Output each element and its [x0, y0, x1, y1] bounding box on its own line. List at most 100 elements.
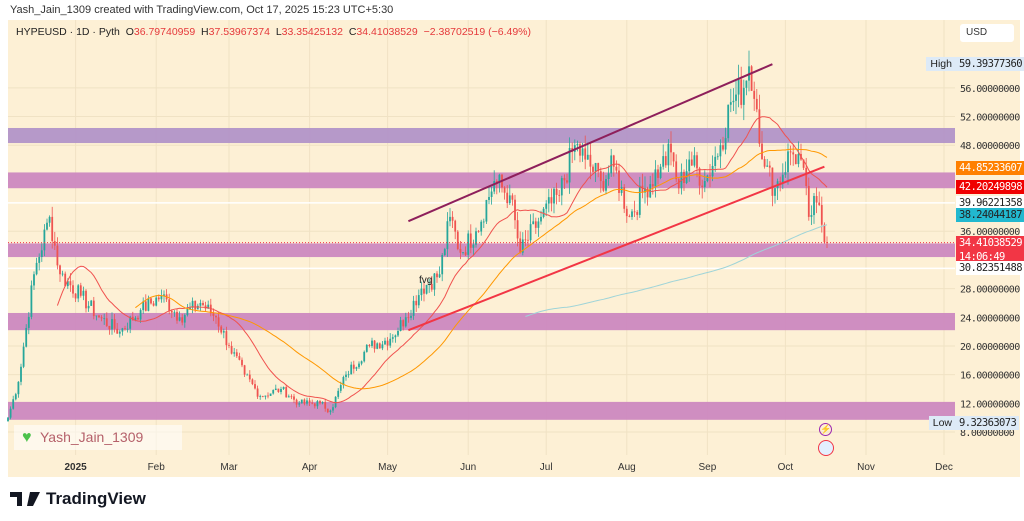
- candle-body: [670, 143, 672, 153]
- close-value: 34.41038529: [356, 26, 418, 38]
- candle-body: [620, 187, 623, 193]
- candle-body: [823, 224, 826, 243]
- candle-body: [337, 390, 340, 397]
- price-tag-label: High: [926, 56, 956, 71]
- candle-body: [688, 159, 691, 172]
- candle-body: [59, 265, 61, 275]
- candle-body: [625, 208, 628, 217]
- candle-body: [820, 205, 823, 225]
- high-label: H: [201, 26, 209, 38]
- candle-body: [79, 285, 82, 296]
- candle-body: [493, 181, 496, 192]
- candle-body: [381, 344, 384, 349]
- x-tick-label: Sep: [698, 462, 717, 473]
- support-resistance-zone: [8, 312, 955, 331]
- candle-body: [742, 87, 745, 105]
- candle-body: [451, 216, 454, 221]
- candle-body: [264, 395, 267, 397]
- candle-body: [402, 320, 405, 327]
- us-flag-event-icon[interactable]: [818, 440, 834, 456]
- candle-body: [506, 192, 509, 204]
- candle-body: [761, 143, 763, 160]
- candle-body: [602, 181, 605, 191]
- candle-body: [646, 188, 649, 198]
- candle-body: [293, 396, 295, 400]
- candle-body: [347, 374, 350, 376]
- candle-body: [350, 364, 353, 375]
- candle-body: [345, 374, 347, 377]
- candle-body: [709, 175, 711, 177]
- candle-body: [735, 94, 737, 101]
- candle-body: [46, 222, 48, 230]
- candle-body: [235, 352, 238, 357]
- candle-body: [459, 248, 462, 253]
- lightning-event-icon[interactable]: ⚡: [819, 423, 832, 436]
- candle-body: [17, 381, 20, 395]
- candle-body: [168, 299, 171, 312]
- candle-body: [802, 159, 805, 168]
- candle-body: [397, 330, 399, 336]
- y-tick-label: 56.00000000: [960, 84, 1020, 95]
- currency-button[interactable]: USD: [960, 24, 1014, 42]
- x-tick-label: Oct: [777, 462, 794, 473]
- low-label: L: [275, 26, 282, 38]
- candle-body: [594, 163, 597, 172]
- candle-body: [667, 143, 670, 166]
- candle-body: [272, 390, 275, 394]
- candle-body: [316, 401, 319, 407]
- candle-body: [326, 408, 329, 413]
- candle-body: [233, 352, 236, 354]
- candle-body: [40, 250, 43, 258]
- candle-body: [183, 315, 186, 323]
- ascending-trend-line: [408, 165, 825, 332]
- candle-body: [72, 285, 74, 294]
- candle-body: [511, 195, 514, 200]
- candle-body: [545, 203, 548, 209]
- candle-body: [92, 300, 95, 317]
- moving-average-50: [135, 148, 828, 390]
- y-tick-label: 28.00000000: [960, 285, 1020, 296]
- candle-body: [100, 317, 103, 319]
- price-tag: 44.85233607: [956, 160, 1024, 175]
- candle-body: [540, 216, 542, 222]
- candle-body: [638, 185, 641, 215]
- candle-body: [542, 208, 545, 217]
- candle-body: [269, 393, 272, 396]
- candle-body: [753, 90, 756, 99]
- candle-body: [160, 295, 163, 300]
- price-tag: 34.41038529 14:06:49: [956, 235, 1024, 264]
- candle-body: [209, 304, 212, 314]
- candle-body: [719, 145, 722, 157]
- candle-body: [363, 351, 366, 362]
- candle-body: [137, 317, 139, 320]
- candle-body: [797, 153, 800, 165]
- candle-body: [321, 402, 324, 404]
- candle-body: [407, 317, 410, 319]
- price-tag: 9.32363073 Low: [928, 415, 1020, 430]
- candle-body: [410, 315, 412, 318]
- candle-body: [342, 376, 345, 386]
- author-watermark: ♥ Yash_Jain_1309: [14, 425, 182, 450]
- candle-body: [9, 408, 12, 418]
- tradingview-logo[interactable]: TradingView: [10, 489, 146, 509]
- candle-body: [371, 340, 373, 346]
- price-tag: 39.96221358: [956, 195, 1024, 210]
- candle-body: [152, 303, 155, 306]
- candle-body: [755, 98, 758, 110]
- candle-body: [464, 252, 467, 255]
- candle-body: [605, 179, 607, 191]
- candle-body: [792, 152, 795, 155]
- change-value: −2.38702519 (−6.49%): [423, 26, 532, 38]
- candle-body: [181, 317, 184, 323]
- candle-body: [352, 364, 355, 369]
- candle-body: [644, 188, 646, 193]
- candle-body: [20, 366, 22, 382]
- candle-body: [514, 199, 516, 221]
- candle-body: [378, 343, 381, 349]
- candle-body: [134, 317, 137, 321]
- candle-body: [215, 315, 217, 318]
- symbol-label[interactable]: HYPEUSD · 1D · Pyth: [16, 26, 120, 38]
- candle-body: [441, 254, 444, 275]
- candle-body: [558, 194, 561, 196]
